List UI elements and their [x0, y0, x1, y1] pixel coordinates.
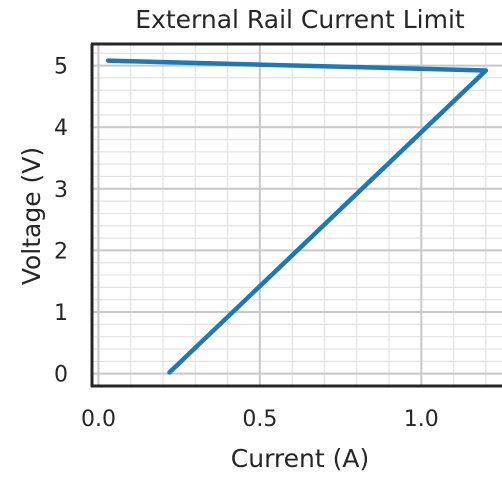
chart-title: External Rail Current Limit	[135, 5, 465, 34]
x-tick-label: 0.0	[81, 407, 116, 432]
x-tick-label: 0.5	[242, 407, 277, 432]
x-axis-label: Current (A)	[231, 444, 369, 473]
x-tick-labels: 0.0 0.5 1.0	[81, 407, 439, 432]
y-tick-label: 3	[54, 178, 68, 203]
x-tick-label: 1.0	[404, 407, 439, 432]
grid-minor	[92, 44, 502, 387]
y-axis-label: Voltage (V)	[17, 147, 46, 285]
y-tick-labels: 0 1 2 3 4 5	[54, 55, 68, 388]
series-layer	[105, 58, 489, 375]
y-tick-label: 5	[54, 55, 68, 80]
y-tick-label: 2	[54, 239, 68, 264]
grid-major	[92, 44, 502, 386]
y-tick-label: 1	[54, 301, 68, 326]
y-tick-label: 4	[54, 116, 68, 141]
series-line	[105, 58, 489, 375]
y-tick-label: 0	[54, 363, 68, 388]
axes-spines	[90, 42, 502, 388]
